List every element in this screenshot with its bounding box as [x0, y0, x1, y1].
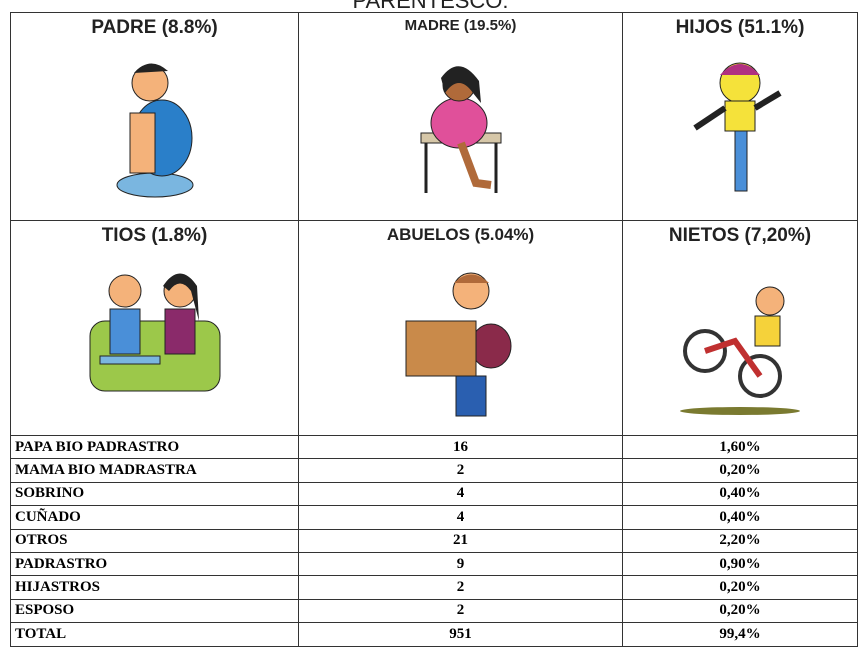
table-cell: 1,60% [623, 436, 858, 459]
clipart [675, 261, 805, 421]
clipart [100, 53, 210, 203]
panel-label: HIJOS (51.1%) [623, 17, 857, 39]
table-cell: 2 [299, 576, 623, 599]
panel: ABUELOS (5.04%) [298, 220, 623, 436]
clipart [680, 53, 800, 203]
table-cell: 0,20% [623, 599, 858, 622]
table-cell: 0,40% [623, 482, 858, 505]
table-cell: CUÑADO [11, 506, 299, 529]
panel: PADRE (8.8%) [10, 12, 299, 221]
table-cell: 0,20% [623, 459, 858, 482]
table-cell: 0,40% [623, 506, 858, 529]
table-cell: 0,90% [623, 552, 858, 575]
table-cell: 2 [299, 459, 623, 482]
panel-label: ABUELOS (5.04%) [299, 225, 622, 245]
clipart [401, 53, 521, 203]
panel-label: NIETOS (7,20%) [623, 225, 857, 247]
table-cell: 9 [299, 552, 623, 575]
page: PARENTESCO: PADRE (8.8%) MADRE (19.5%) H… [0, 0, 861, 653]
panel: MADRE (19.5%) [298, 12, 623, 221]
panel-label: MADRE (19.5%) [299, 17, 622, 34]
table-cell: 21 [299, 529, 623, 552]
clipart [396, 261, 526, 426]
table-cell: PAPA BIO PADRASTRO [11, 436, 299, 459]
panel: NIETOS (7,20%) [622, 220, 858, 436]
panel: HIJOS (51.1%) [622, 12, 858, 221]
panel-label: PADRE (8.8%) [11, 17, 298, 39]
table-cell: 0,20% [623, 576, 858, 599]
table-cell: SOBRINO [11, 482, 299, 505]
table-cell: 4 [299, 506, 623, 529]
table-cell: 2 [299, 599, 623, 622]
panel: TIOS (1.8%) [10, 220, 299, 436]
table-cell: OTROS [11, 529, 299, 552]
table-cell: 2,20% [623, 529, 858, 552]
table-cell: MAMA BIO MADRASTRA [11, 459, 299, 482]
table-cell: PADRASTRO [11, 552, 299, 575]
table-cell: 951 [299, 623, 623, 646]
table-cell: 4 [299, 482, 623, 505]
table-cell: 16 [299, 436, 623, 459]
table-cell: 99,4% [623, 623, 858, 646]
table-cell: TOTAL [11, 623, 299, 646]
table-cell: HIJASTROS [11, 576, 299, 599]
table-cell: ESPOSO [11, 599, 299, 622]
panel-label: TIOS (1.8%) [11, 225, 298, 247]
clipart [85, 261, 225, 421]
